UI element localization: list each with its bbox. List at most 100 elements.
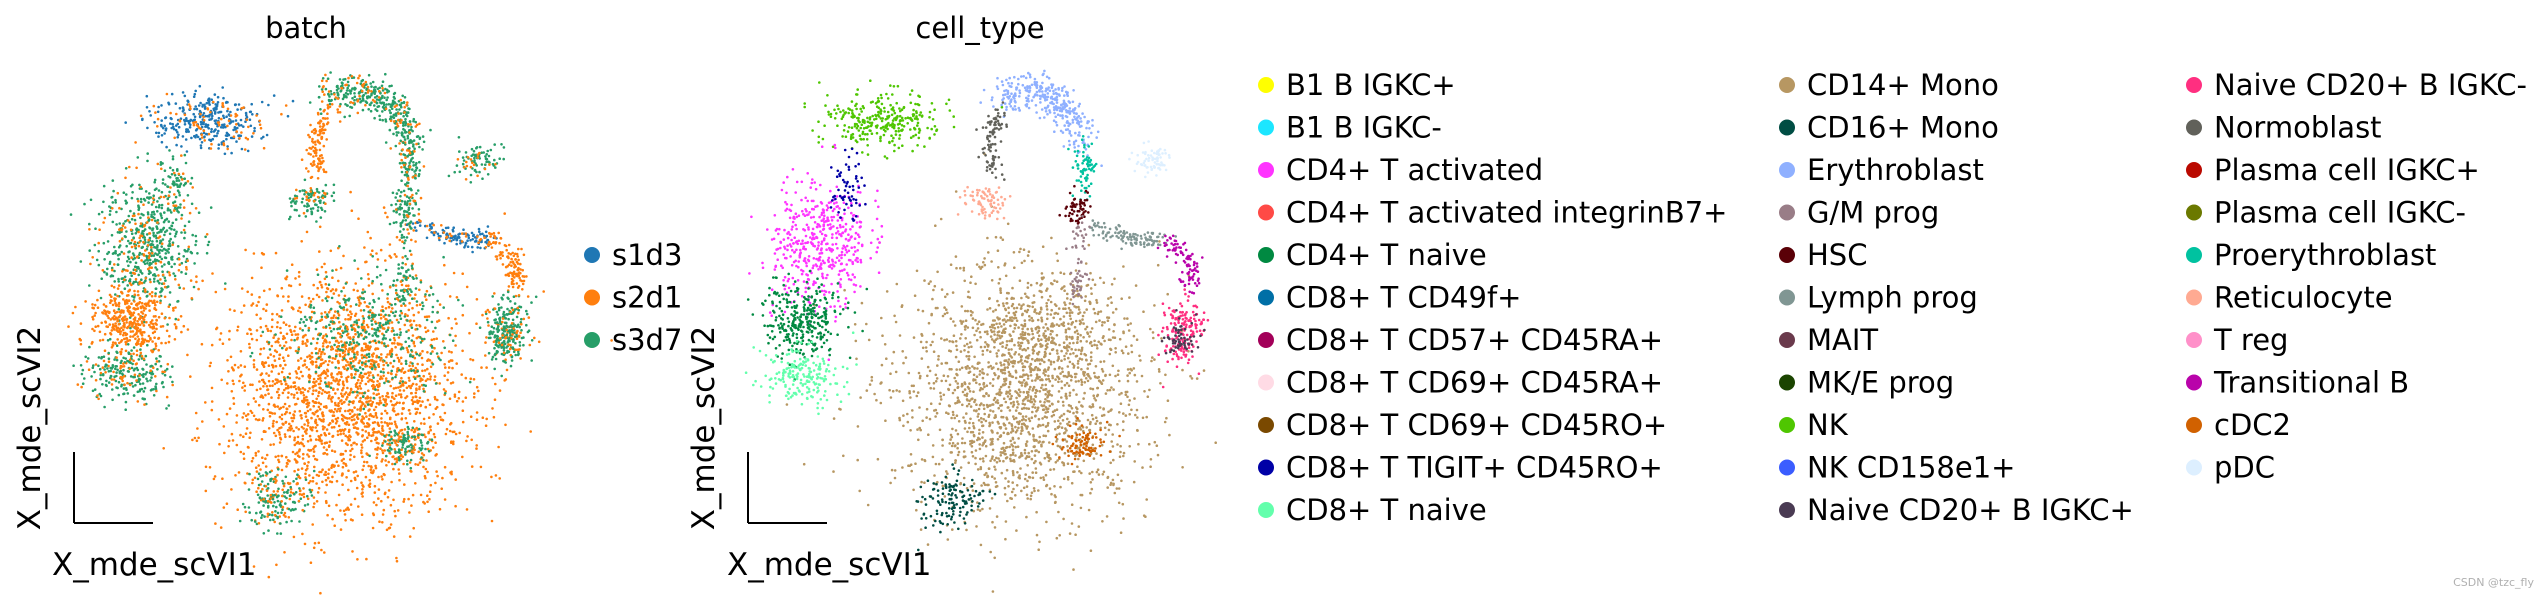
scatter-point [293, 443, 297, 447]
scatter-point [388, 254, 392, 258]
scatter-point [366, 346, 370, 350]
scatter-point [198, 115, 202, 119]
scatter-point [365, 323, 369, 327]
scatter-point [380, 460, 384, 463]
scatter-point [126, 326, 129, 330]
scatter-point [319, 112, 323, 115]
scatter-point [131, 252, 135, 255]
scatter-point [337, 407, 340, 411]
scatter-point [162, 220, 166, 224]
scatter-point [186, 249, 189, 253]
scatter-point [241, 416, 244, 419]
scatter-point [160, 206, 164, 210]
scatter-point [292, 500, 296, 504]
scatter-point [349, 92, 352, 95]
scatter-point [88, 284, 91, 287]
scatter-point [402, 389, 406, 392]
scatter-point [133, 333, 136, 337]
scatter-point [303, 430, 307, 433]
scatter-point [363, 391, 366, 395]
scatter-point [388, 319, 392, 322]
scatter-point [411, 435, 414, 439]
scatter-point [393, 434, 397, 437]
scatter-point [297, 348, 301, 351]
scatter-point [197, 211, 201, 214]
scatter-point [374, 313, 377, 317]
scatter-point [344, 364, 348, 367]
scatter-point [421, 349, 424, 353]
scatter-point [399, 393, 403, 396]
scatter-point [301, 386, 305, 390]
scatter-point [313, 502, 316, 505]
scatter-point [334, 379, 337, 383]
scatter-point [270, 370, 274, 373]
scatter-point [248, 118, 252, 121]
scatter-point [412, 119, 415, 123]
scatter-point [315, 365, 318, 369]
scatter-point [121, 379, 124, 383]
scatter-point [114, 311, 117, 315]
scatter-point [349, 388, 353, 392]
scatter-point [417, 450, 421, 454]
scatter-point [267, 402, 271, 406]
scatter-point [160, 257, 164, 261]
scatter-point [303, 423, 306, 426]
scatter-point [427, 430, 431, 434]
scatter-point [114, 322, 117, 325]
scatter-point [160, 119, 163, 122]
scatter-point [412, 313, 416, 317]
scatter-point [128, 250, 131, 253]
scatter-point [378, 321, 382, 325]
scatter-point [136, 255, 139, 258]
scatter-point [365, 356, 368, 359]
scatter-point [325, 287, 329, 290]
scatter-point [444, 432, 448, 436]
scatter-point [335, 268, 338, 272]
scatter-point [291, 419, 294, 423]
scatter-point [199, 120, 203, 124]
scatter-point [281, 391, 285, 395]
scatter-point [279, 326, 282, 330]
scatter-point [350, 443, 353, 447]
scatter-point [429, 365, 433, 369]
scatter-point [179, 203, 182, 206]
scatter-point [355, 443, 359, 446]
scatter-point [294, 370, 298, 373]
scatter-point [277, 431, 281, 434]
scatter-point [143, 262, 147, 266]
scatter-point [277, 468, 280, 471]
scatter-point [395, 122, 399, 125]
scatter-point [301, 437, 305, 441]
scatter-point [450, 472, 453, 476]
scatter-point [436, 299, 439, 303]
scatter-point [403, 138, 407, 141]
scatter-point [353, 355, 356, 359]
scatter-point [405, 114, 409, 118]
scatter-point [399, 317, 403, 321]
scatter-point [347, 313, 350, 317]
scatter-point [407, 344, 411, 348]
scatter-point [325, 384, 328, 388]
scatter-point [360, 353, 364, 357]
scatter-point [132, 359, 135, 363]
scatter-point [177, 318, 180, 322]
scatter-point [151, 252, 154, 255]
scatter-point [306, 503, 310, 506]
scatter-point [493, 398, 497, 402]
scatter-point [452, 440, 455, 444]
scatter-point [239, 364, 243, 367]
scatter-point [347, 423, 351, 427]
scatter-point [400, 376, 403, 380]
scatter-point [262, 289, 266, 293]
scatter-point [394, 302, 397, 306]
scatter-point [381, 309, 385, 313]
scatter-point [321, 350, 324, 354]
scatter-point [167, 244, 170, 247]
scatter-point [360, 449, 363, 452]
scatter-point [134, 383, 137, 387]
scatter-point [214, 119, 218, 122]
scatter-point [187, 247, 190, 251]
scatter-point [210, 386, 214, 390]
scatter-point [301, 457, 305, 460]
scatter-point [395, 255, 398, 258]
